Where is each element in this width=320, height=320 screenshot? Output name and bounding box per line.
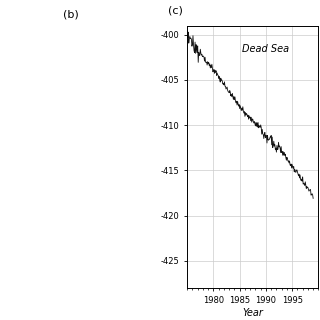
Text: (c): (c) bbox=[168, 5, 182, 15]
Text: Dead Sea: Dead Sea bbox=[242, 44, 289, 54]
X-axis label: Year: Year bbox=[242, 308, 263, 318]
Text: (b): (b) bbox=[62, 10, 78, 20]
